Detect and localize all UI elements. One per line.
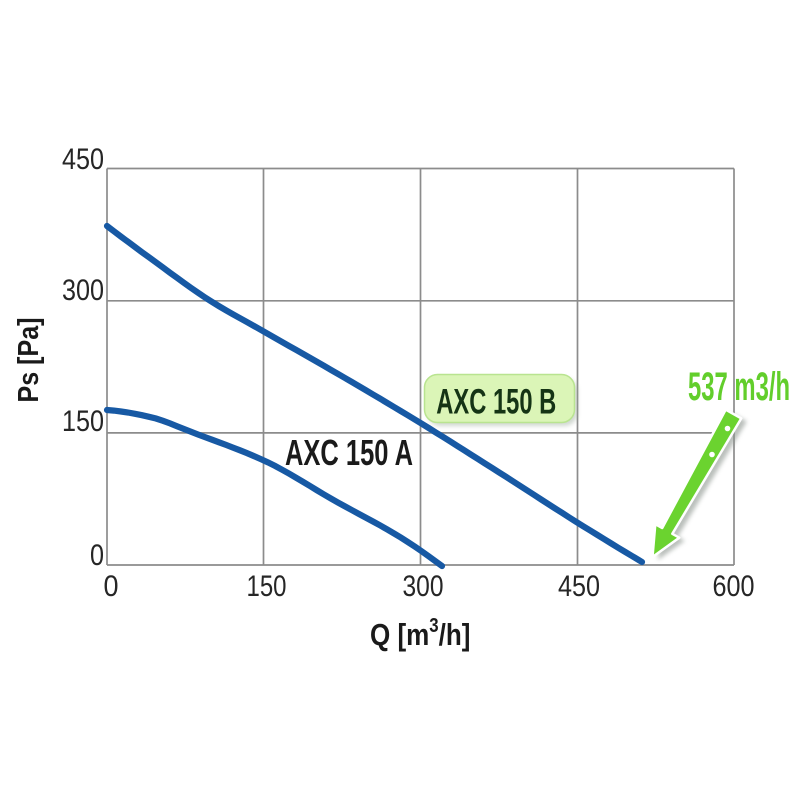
- svg-text:0: 0: [90, 539, 104, 572]
- svg-text:300: 300: [403, 570, 444, 603]
- svg-text:0: 0: [104, 570, 119, 603]
- svg-text:450: 450: [558, 570, 600, 603]
- svg-text:Q [m3/h]: Q [m3/h]: [370, 614, 470, 653]
- svg-text:AXC 150 B: AXC 150 B: [436, 383, 556, 422]
- svg-text:300: 300: [62, 274, 104, 307]
- svg-text:150: 150: [247, 570, 287, 603]
- svg-text:450: 450: [62, 143, 104, 176]
- svg-text:600: 600: [713, 570, 755, 603]
- svg-text:Ps [Pa]: Ps [Pa]: [13, 318, 45, 403]
- svg-text:AXC 150 A: AXC 150 A: [285, 432, 413, 473]
- svg-text:537 m3/h: 537 m3/h: [688, 365, 790, 409]
- svg-text:150: 150: [62, 405, 104, 438]
